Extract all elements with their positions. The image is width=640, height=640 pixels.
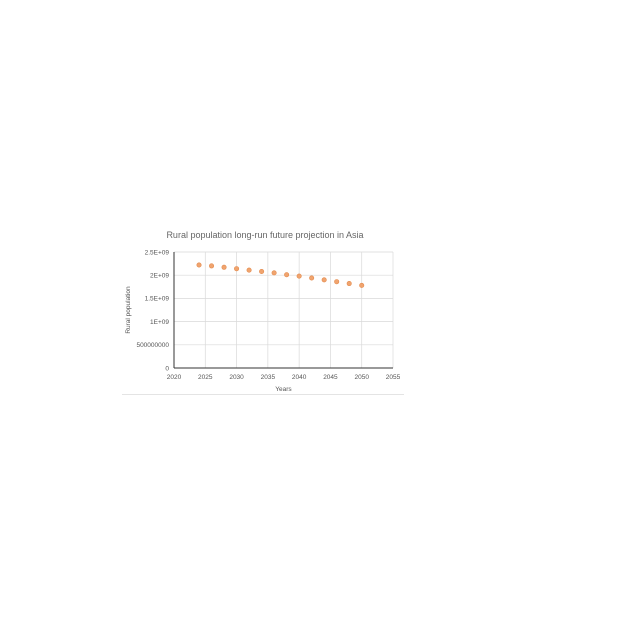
data-point: [234, 266, 240, 272]
y-axis-title: Rural population: [125, 286, 132, 334]
x-tick-label: 2020: [167, 374, 182, 381]
data-point: [334, 279, 340, 285]
chart-title: Rural population long-run future project…: [166, 230, 363, 240]
data-point: [284, 272, 290, 278]
x-axis-title: Years: [275, 386, 292, 393]
grid-lines: [174, 251, 394, 368]
data-point: [259, 268, 265, 274]
data-point: [221, 264, 227, 270]
data-point: [359, 282, 365, 288]
y-tick-label: 2.5E+09: [145, 249, 170, 256]
y-tick-label: 1E+09: [150, 319, 169, 326]
data-point: [196, 262, 202, 268]
x-tick-label: 2050: [354, 374, 369, 381]
x-tick-label: 2045: [323, 374, 338, 381]
x-tick-labels: 2020 2025 2030 2035 2040 2045 2050 2055: [167, 374, 401, 381]
axes: [173, 252, 393, 369]
chart-card: Rural population long-run future project…: [122, 222, 404, 395]
y-tick-label: 1.5E+09: [145, 296, 170, 303]
chart-svg: Rural population long-run future project…: [125, 230, 401, 393]
data-points: [196, 262, 365, 288]
x-tick-label: 2055: [386, 374, 401, 381]
data-point: [271, 270, 277, 276]
y-tick-labels: 0 500000000 1E+09 1.5E+09 2E+09 2.5E+09: [136, 249, 169, 372]
data-point: [296, 273, 302, 279]
x-tick-label: 2040: [292, 374, 307, 381]
y-tick-label: 2E+09: [150, 273, 169, 280]
data-point: [321, 277, 327, 283]
data-point: [246, 267, 252, 273]
x-tick-label: 2030: [229, 374, 244, 381]
data-point: [346, 281, 352, 287]
x-tick-label: 2025: [198, 374, 213, 381]
data-point: [309, 275, 315, 281]
y-tick-label: 500000000: [136, 342, 169, 349]
data-point: [209, 263, 215, 269]
y-tick-label: 0: [165, 365, 169, 372]
x-tick-label: 2035: [261, 374, 276, 381]
